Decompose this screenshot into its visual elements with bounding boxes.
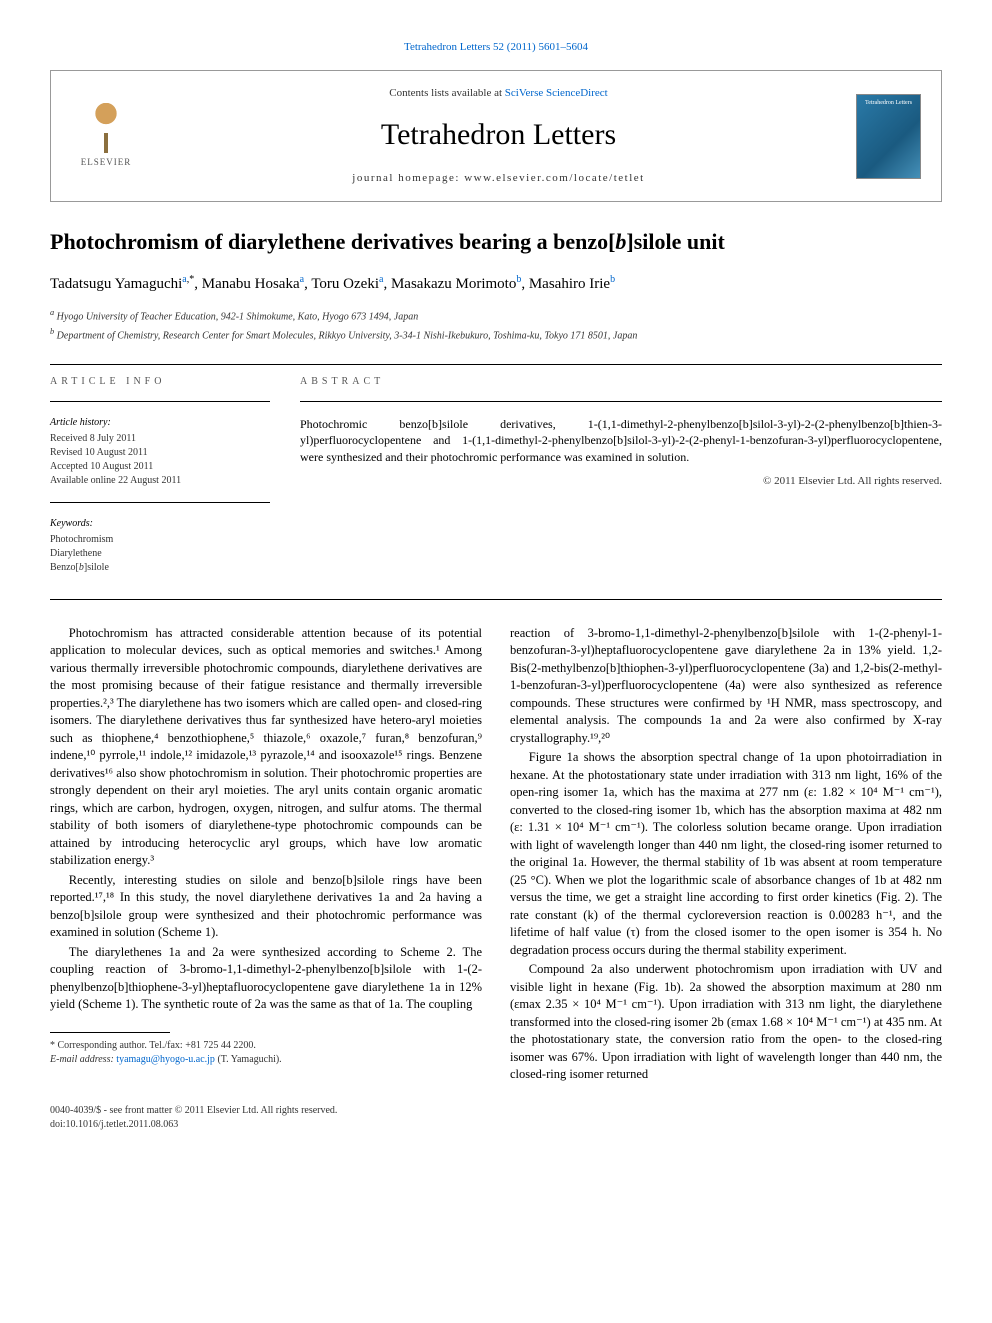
article-info-column: ARTICLE INFO Article history: Received 8… — [50, 375, 270, 589]
divider — [50, 502, 270, 503]
author: Masahiro Irie — [529, 276, 610, 292]
keyword: Photochromism — [50, 533, 270, 547]
history-received: Received 8 July 2011 — [50, 432, 270, 446]
journal-name: Tetrahedron Letters — [141, 114, 856, 156]
affiliation-b: b Department of Chemistry, Research Cent… — [50, 326, 942, 343]
body-paragraph: Figure 1a shows the absorption spectral … — [510, 749, 942, 959]
homepage-url: www.elsevier.com/locate/tetlet — [464, 172, 645, 184]
body-paragraph: Photochromism has attracted considerable… — [50, 625, 482, 870]
article-history: Article history: Received 8 July 2011 Re… — [50, 416, 270, 488]
info-abstract-row: ARTICLE INFO Article history: Received 8… — [50, 375, 942, 589]
article-body: Photochromism has attracted considerable… — [50, 625, 942, 1084]
body-paragraph: Recently, interesting studies on silole … — [50, 872, 482, 942]
page-footer: 0040-4039/$ - see front matter © 2011 El… — [50, 1104, 942, 1132]
keywords-title: Keywords: — [50, 517, 270, 531]
author-aff: a — [379, 274, 383, 285]
citation-link[interactable]: Tetrahedron Letters 52 (2011) 5601–5604 — [404, 41, 588, 53]
author: Manabu Hosaka — [202, 276, 300, 292]
corresponding-email-link[interactable]: tyamagu@hyogo-u.ac.jp — [116, 1054, 215, 1065]
footnote-separator — [50, 1032, 170, 1033]
keyword: Diarylethene — [50, 547, 270, 561]
email-footnote: E-mail address: tyamagu@hyogo-u.ac.jp (T… — [50, 1053, 482, 1067]
abstract-copyright: © 2011 Elsevier Ltd. All rights reserved… — [300, 474, 942, 489]
elsevier-tree-icon — [81, 103, 131, 153]
corresponding-footnote: * Corresponding author. Tel./fax: +81 72… — [50, 1039, 482, 1053]
journal-citation: Tetrahedron Letters 52 (2011) 5601–5604 — [50, 40, 942, 55]
divider — [300, 401, 942, 402]
keywords-block: Keywords: Photochromism Diarylethene Ben… — [50, 517, 270, 575]
divider — [50, 599, 942, 600]
abstract-label: ABSTRACT — [300, 375, 942, 389]
article-info-label: ARTICLE INFO — [50, 375, 270, 389]
article-title: Photochromism of diarylethene derivative… — [50, 227, 942, 258]
keyword: Benzo[b]silole — [50, 561, 270, 575]
author: Tadatsugu Yamaguchi — [50, 276, 182, 292]
authors-line: Tadatsugu Yamaguchia,*, Manabu Hosakaa, … — [50, 273, 942, 295]
affiliation-a: a Hyogo University of Teacher Education,… — [50, 307, 942, 324]
history-title: Article history: — [50, 416, 270, 430]
footer-copyright: 0040-4039/$ - see front matter © 2011 El… — [50, 1104, 942, 1118]
header-center: Contents lists available at SciVerse Sci… — [141, 86, 856, 186]
affiliations: a Hyogo University of Teacher Education,… — [50, 307, 942, 344]
history-revised: Revised 10 August 2011 — [50, 446, 270, 460]
journal-homepage: journal homepage: www.elsevier.com/locat… — [141, 171, 856, 186]
divider — [50, 401, 270, 402]
author: Toru Ozeki — [311, 276, 379, 292]
abstract-column: ABSTRACT Photochromic benzo[b]silole der… — [300, 375, 942, 589]
abstract-text: Photochromic benzo[b]silole derivatives,… — [300, 416, 942, 466]
author: Masakazu Morimoto — [391, 276, 516, 292]
history-online: Available online 22 August 2011 — [50, 474, 270, 488]
divider — [50, 364, 942, 365]
corresponding-asterisk: ,* — [187, 274, 195, 285]
footer-doi: doi:10.1016/j.tetlet.2011.08.063 — [50, 1118, 942, 1132]
body-paragraph: Compound 2a also underwent photochromism… — [510, 961, 942, 1084]
history-accepted: Accepted 10 August 2011 — [50, 460, 270, 474]
footnote-block: * Corresponding author. Tel./fax: +81 72… — [50, 1032, 482, 1067]
publisher-logo: ELSEVIER — [71, 101, 141, 171]
contents-available: Contents lists available at SciVerse Sci… — [141, 86, 856, 101]
author-aff: b — [610, 274, 615, 285]
publisher-name: ELSEVIER — [81, 156, 132, 169]
author-aff: b — [516, 274, 521, 285]
author-aff: a — [300, 274, 304, 285]
journal-header: ELSEVIER Contents lists available at Sci… — [50, 70, 942, 202]
body-paragraph: reaction of 3-bromo-1,1-dimethyl-2-pheny… — [510, 625, 942, 748]
journal-cover-thumbnail — [856, 94, 921, 179]
sciencedirect-link[interactable]: SciVerse ScienceDirect — [505, 87, 608, 99]
body-paragraph: The diarylethenes 1a and 2a were synthes… — [50, 944, 482, 1014]
